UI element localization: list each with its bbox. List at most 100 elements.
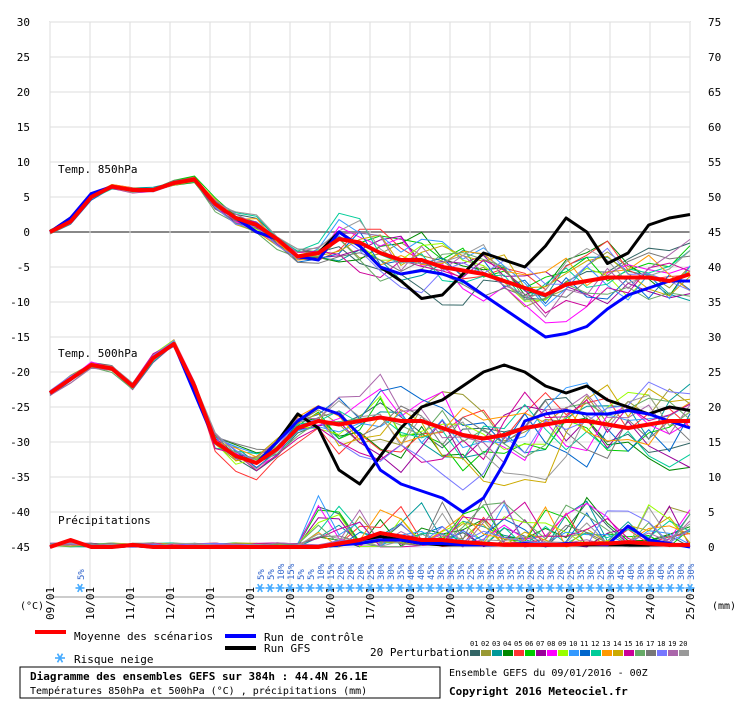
left-axis-unit: (°C) [20, 601, 44, 612]
perturbation-id: 15 [624, 640, 632, 648]
snow-risk-label: 25% [367, 563, 377, 580]
series-t850-line [49, 177, 691, 297]
snow-risk-label: 10% [317, 563, 327, 580]
axes: 302520151050-5-10-15-20-25-30-35-40-4575… [10, 16, 721, 620]
perturbation-swatch [602, 650, 612, 656]
right-tick-label: 35 [708, 296, 721, 309]
left-tick-label: 5 [23, 191, 30, 204]
footer-ensemble: Ensemble GEFS du 09/01/2016 - 00Z [449, 668, 648, 679]
perturbation-swatch [569, 650, 579, 656]
right-axis-unit: (mm) [712, 601, 736, 612]
snowflake-icon [255, 583, 265, 593]
snow-risk-label: 20% [337, 563, 347, 580]
snowflake-icon [555, 583, 565, 593]
perturbation-id: 01 [470, 640, 478, 648]
perturbation-id: 06 [525, 640, 533, 648]
snow-risk-label: 35% [487, 563, 497, 580]
snow-risk-label: 35% [397, 563, 407, 580]
perturbation-id: 09 [558, 640, 566, 648]
perturbation-id: 19 [668, 640, 676, 648]
right-tick-label: 55 [708, 156, 721, 169]
footer-title: Diagramme des ensembles GEFS sur 384h : … [30, 670, 368, 683]
snowflake-icon [625, 583, 635, 593]
snowflake-icon [565, 583, 575, 593]
legend-mean-label: Moyenne des scénarios [74, 630, 213, 643]
snow-risk-label: 30% [477, 563, 487, 580]
snow-risk-label: 15% [327, 563, 337, 580]
perturbation-id: 12 [591, 640, 599, 648]
perturbation-id: 02 [481, 640, 489, 648]
right-tick-label: 60 [708, 121, 721, 134]
snowflake-icon [585, 583, 595, 593]
snowflake-icon [315, 583, 325, 593]
snowflake-icon [675, 583, 685, 593]
perturbation-swatch [591, 650, 601, 656]
perturbation-line [49, 342, 691, 472]
perturbation-swatch [470, 650, 480, 656]
left-tick-label: -15 [10, 331, 30, 344]
perturbation-line [49, 499, 691, 548]
date-tick-label: 18/01 [404, 587, 417, 620]
snowflake-icon [485, 583, 495, 593]
snowflake-icon [275, 583, 285, 593]
perturbations-label: 20 Perturbations [370, 646, 476, 659]
snowflake-icon [325, 583, 335, 593]
snowflake-icon [295, 583, 305, 593]
series-t500-line [48, 342, 690, 465]
perturbation-id: 11 [580, 640, 588, 648]
snow-risk-label: 30% [437, 563, 447, 580]
snowflake-icon [495, 583, 505, 593]
date-tick-label: 17/01 [364, 587, 377, 620]
right-tick-label: 65 [708, 86, 721, 99]
snow-risk-label: 40% [407, 563, 417, 580]
right-tick-label: 45 [708, 226, 721, 239]
right-tick-label: 50 [708, 191, 721, 204]
snow-risk-label: 5% [267, 569, 277, 580]
left-tick-label: 20 [17, 86, 30, 99]
snow-risk-label: 15% [287, 563, 297, 580]
snow-risk-label: 35% [667, 563, 677, 580]
date-tick-label: 09/01 [44, 587, 57, 620]
perturbation-id: 10 [569, 640, 577, 648]
snowflake-icon [265, 583, 275, 593]
snowflake-icon [55, 653, 65, 663]
label-t850: Temp. 850hPa [58, 163, 137, 176]
date-tick-label: 22/01 [564, 587, 577, 620]
snow-risk-label: 30% [647, 563, 657, 580]
grid [49, 21, 691, 597]
snowflake-icon [605, 583, 615, 593]
right-tick-label: 25 [708, 366, 721, 379]
right-tick-label: 10 [708, 471, 721, 484]
left-tick-label: 15 [17, 121, 30, 134]
date-tick-label: 15/01 [284, 587, 297, 620]
snow-risk-band: 5% 5% 5% 10% 15% 5% 5% 10% 15% 20% 20% 20% 25% 30% 30%… [75, 563, 697, 593]
legend-control-label: Run de contrôle [264, 631, 363, 644]
snow-risk-label: 5% [307, 569, 317, 580]
perturbation-id: 14 [613, 640, 621, 648]
date-tick-label: 14/01 [244, 587, 257, 620]
snowflake-icon [465, 583, 475, 593]
snowflake-icon [515, 583, 525, 593]
snowflake-icon [425, 583, 435, 593]
perturbation-swatch [558, 650, 568, 656]
perturbation-swatch [514, 650, 524, 656]
snowflake-icon [355, 583, 365, 593]
snowflake-icon [505, 583, 515, 593]
perturbation-id: 04 [503, 640, 511, 648]
snow-risk-label: 25% [597, 563, 607, 580]
snow-risk-label: 25% [567, 563, 577, 580]
date-tick-label: 12/01 [164, 587, 177, 620]
left-tick-label: -35 [10, 471, 30, 484]
snow-risk-label: 30% [497, 563, 507, 580]
left-tick-label: 25 [17, 51, 30, 64]
perturbation-swatch [503, 650, 513, 656]
perturbation-id: 07 [536, 640, 544, 648]
perturbation-id: 20 [679, 640, 687, 648]
perturbation-swatch [646, 650, 656, 656]
series-precip-line [49, 531, 690, 549]
snowflake-icon [635, 583, 645, 593]
date-tick-label: 10/01 [84, 587, 97, 620]
snowflake-icon [75, 583, 85, 593]
